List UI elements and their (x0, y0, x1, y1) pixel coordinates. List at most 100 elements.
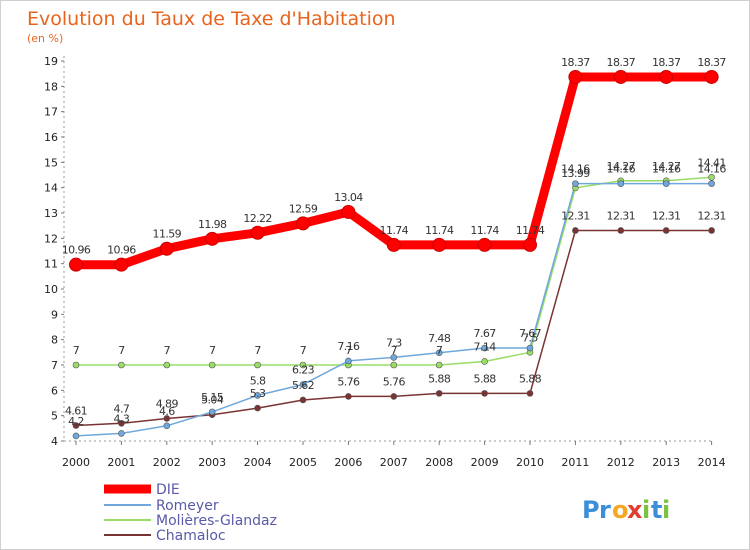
x-tick-label: 2009 (471, 456, 499, 469)
data-point (118, 419, 125, 427)
data-label: 7 (118, 344, 125, 357)
data-point (72, 432, 80, 440)
data-point (69, 257, 83, 272)
logo-letter: r (599, 496, 611, 524)
data-label: 12.31 (607, 209, 636, 222)
data-point (159, 241, 174, 256)
data-label: 18.37 (561, 56, 590, 69)
y-tick-label: 15 (44, 156, 58, 169)
data-point (254, 392, 261, 399)
data-label: 14.27 (607, 160, 636, 173)
data-label: 7 (254, 344, 261, 357)
data-label: 5.04 (201, 394, 224, 407)
x-tick-label: 2006 (334, 456, 362, 469)
data-point (662, 227, 670, 234)
data-point (299, 381, 307, 388)
data-label: 14.16 (697, 163, 726, 176)
data-label: 7.14 (474, 340, 497, 353)
x-tick-label: 2011 (561, 456, 589, 469)
data-point (250, 225, 265, 240)
logo-letter: P (582, 496, 600, 524)
data-label: 12.31 (561, 209, 590, 222)
x-tick-label: 2008 (425, 456, 453, 469)
data-point (617, 227, 625, 234)
y-tick-label: 9 (51, 308, 58, 321)
data-point (481, 358, 488, 365)
data-point (572, 180, 579, 187)
data-point (435, 349, 443, 357)
data-point (568, 69, 583, 84)
data-label: 7.5 (522, 331, 538, 344)
data-label: 4.6 (159, 405, 175, 418)
data-label: 4.3 (114, 412, 130, 425)
data-label: 5.76 (337, 375, 360, 388)
y-tick-label: 17 (44, 106, 58, 119)
chart-subtitle: (en %) (27, 32, 63, 45)
data-point (662, 180, 670, 187)
data-label: 7 (73, 344, 80, 357)
data-label: 14.27 (652, 160, 681, 173)
series-points (69, 69, 719, 440)
y-tick-label: 18 (44, 80, 58, 93)
legend-label: Romeyer (156, 498, 219, 514)
x-tick-label: 2001 (107, 456, 135, 469)
data-point (114, 257, 129, 272)
data-point (345, 393, 352, 400)
data-point (72, 422, 80, 429)
y-tick-label: 19 (44, 55, 58, 68)
data-label: 14.16 (652, 163, 681, 176)
data-point (208, 408, 216, 416)
data-point (523, 237, 537, 252)
logo-letter: i (642, 496, 650, 524)
data-point (477, 237, 492, 252)
data-label: 7 (300, 344, 307, 357)
data-label: 5.62 (292, 379, 314, 392)
data-label: 7.48 (428, 332, 451, 345)
data-label: 7 (345, 344, 352, 357)
data-label: 6.23 (292, 364, 315, 377)
data-point (299, 361, 307, 369)
x-tick-label: 2010 (516, 456, 544, 469)
x-tick-label: 2003 (198, 456, 226, 469)
logo-letter: o (612, 496, 629, 524)
data-label: 5.88 (428, 372, 451, 385)
data-point (163, 361, 171, 369)
data-label: 7 (164, 344, 171, 357)
data-label: 12.22 (243, 212, 272, 225)
x-tick-label: 2000 (62, 456, 90, 469)
data-point (390, 361, 398, 369)
data-labels: 10.96 10.96 11.59 11.98 12.22 12.59 13.04 11.74… (62, 56, 727, 428)
data-point (390, 393, 398, 400)
data-label: 14.41 (697, 156, 726, 169)
data-point (708, 180, 715, 187)
data-label: 7.3 (386, 336, 402, 349)
data-label: 4.2 (68, 415, 84, 428)
data-label: 10.96 (62, 244, 91, 257)
data-label: 11.59 (153, 228, 182, 241)
data-point (163, 415, 171, 422)
data-label: 5.76 (383, 375, 406, 388)
data-point (205, 231, 220, 246)
data-label: 5.3 (250, 387, 266, 400)
data-label: 11.74 (380, 224, 409, 237)
data-label: 14.16 (607, 163, 636, 176)
data-label: 7.67 (519, 327, 542, 340)
data-label: 18.37 (607, 56, 636, 69)
logo-letter: i (662, 496, 670, 524)
y-tick-label: 11 (44, 258, 58, 271)
data-label: 5.88 (519, 372, 542, 385)
x-tick-label: 2014 (698, 456, 726, 469)
data-point (526, 390, 534, 397)
x-tick-label: 2007 (380, 456, 408, 469)
data-point (659, 69, 674, 84)
data-label: 4.61 (65, 405, 87, 418)
data-label: 13.99 (561, 167, 590, 180)
data-label: 13.04 (334, 191, 363, 204)
data-point (299, 396, 307, 404)
data-point (72, 361, 80, 369)
data-label: 18.37 (652, 56, 681, 69)
